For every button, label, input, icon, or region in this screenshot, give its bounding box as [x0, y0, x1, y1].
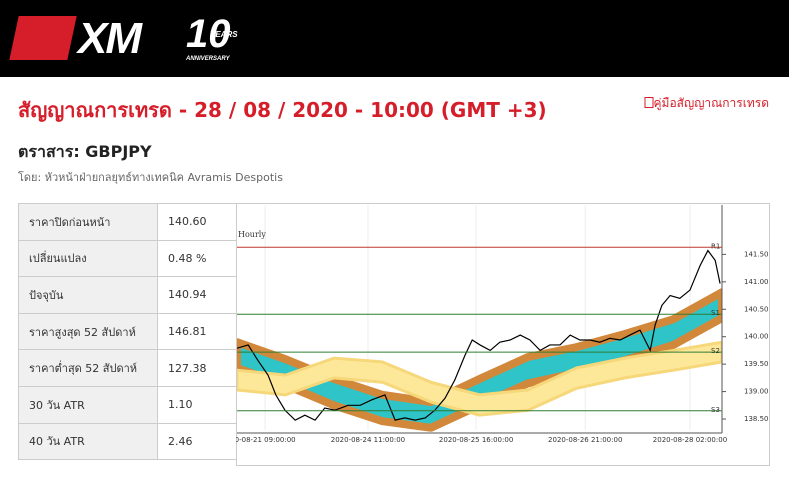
y-tick-label: 140.50 [744, 305, 769, 313]
instrument: ตราสาร: GBPJPY [18, 142, 152, 161]
y-tick-label: 141.00 [744, 278, 769, 286]
badge-sub: YEARS [210, 30, 238, 39]
table-row: ปัจจุบัน 140.94 [18, 276, 237, 314]
stat-label: ราคาปิดก่อนหน้า [18, 203, 158, 241]
stat-label: ปัจจุบัน [18, 276, 158, 314]
table-row: ราคาปิดก่อนหน้า 140.60 [18, 203, 237, 241]
table-row: 30 วัน ATR 1.10 [18, 385, 237, 424]
y-tick-label: 138.50 [744, 415, 769, 423]
x-tick-label: 2020-08-25 16:00:00 [439, 436, 513, 444]
stat-value: 1.10 [157, 385, 237, 424]
stat-value: 127.38 [157, 349, 237, 387]
level-label: R1 [711, 242, 720, 250]
stat-value: 140.60 [157, 203, 237, 241]
price-line [237, 249, 721, 421]
stat-label: เปลี่ยนแปลง [18, 239, 158, 278]
y-tick-label: 141.50 [744, 250, 769, 258]
y-tick-label: 139.50 [744, 360, 769, 368]
page-title: สัญญาณการเทรด - 28 / 08 / 2020 - 10:00 (… [18, 98, 547, 122]
stat-label: ราคาสูงสุด 52 สัปดาห์ [18, 312, 158, 351]
logo[interactable]: XM [78, 14, 142, 63]
stat-label: 30 วัน ATR [18, 385, 158, 424]
pdf-icon [644, 97, 653, 108]
logo-mark [9, 16, 77, 60]
header: XM 10 YEARS ANNIVERSARY [0, 0, 789, 77]
level-label: S1 [711, 309, 720, 317]
guide-text[interactable]: คู่มือสัญญาณการเทรด [653, 96, 770, 110]
stat-value: 146.81 [157, 312, 237, 351]
level-label: S3 [711, 406, 720, 414]
table-row: ราคาต่ำสุด 52 สัปดาห์ 127.38 [18, 349, 237, 387]
level-label: S2 [711, 347, 720, 355]
stat-value: 2.46 [157, 422, 237, 461]
x-tick-label: 2020-08-26 21:00:00 [548, 436, 622, 444]
guide-link[interactable]: คู่มือสัญญาณการเทรด [644, 94, 770, 113]
table-row: 40 วัน ATR 2.46 [18, 422, 237, 461]
stat-value: 140.94 [157, 276, 237, 314]
x-tick-label: 2020-08-28 02:00:00 [653, 436, 727, 444]
stat-value: 0.48 % [157, 239, 237, 278]
stats-table: ราคาปิดก่อนหน้า 140.60 เปลี่ยนแปลง 0.48 % ปั… [18, 203, 237, 461]
band [237, 340, 722, 417]
badge-sub: ANNIVERSARY [186, 56, 230, 62]
byline: โดย: หัวหน้าฝ่ายกลยุทธ์ทางเทคนิค Avramis… [18, 171, 283, 184]
y-tick-label: 140.00 [744, 333, 769, 341]
stat-label: 40 วัน ATR [18, 422, 158, 461]
x-tick-label: 0-08-21 09:00:00 [236, 436, 296, 444]
x-tick-label: 2020-08-24 11:00:00 [331, 436, 405, 444]
stat-label: ราคาต่ำสุด 52 สัปดาห์ [18, 349, 158, 387]
band [237, 288, 722, 432]
table-row: เปลี่ยนแปลง 0.48 % [18, 239, 237, 278]
table-row: ราคาสูงสุด 52 สัปดาห์ 146.81 [18, 312, 237, 351]
plot [237, 205, 722, 432]
chart: Hourly 138.50 139.00 139.50 140.00 140.50 141… [236, 203, 770, 466]
y-tick-label: 139.00 [744, 388, 769, 396]
badge: 10 [186, 12, 231, 56]
chart-title: Hourly [238, 230, 266, 239]
